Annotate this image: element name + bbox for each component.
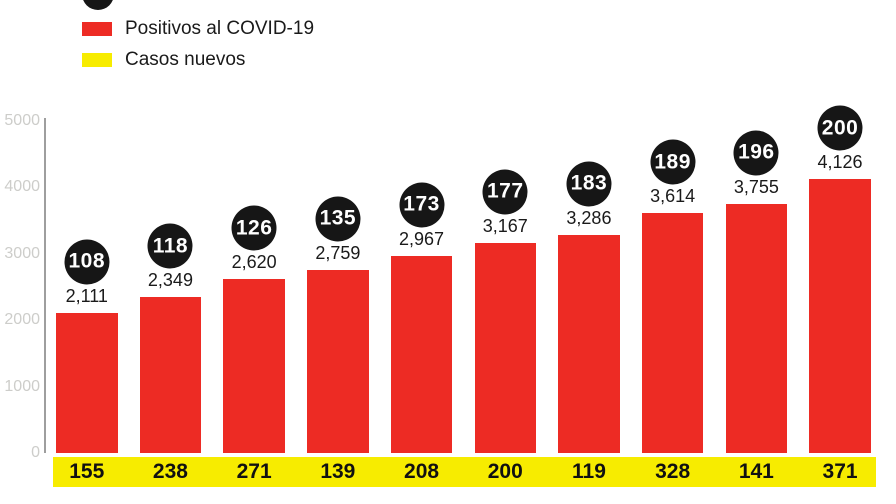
deaths-badge-3: 126 <box>231 205 277 251</box>
deaths-badge-4: 135 <box>315 196 361 242</box>
deaths-badge-7: 183 <box>566 161 612 207</box>
legend-item-positives: Positivos al COVID-19 <box>82 18 314 39</box>
positives-bar-5 <box>390 255 453 453</box>
positives-bar-4 <box>307 269 369 453</box>
positives-value-label-5: 2,967 <box>399 228 445 249</box>
new-cases-value-8: 328 <box>655 460 691 483</box>
deaths-badge-9: 196 <box>733 130 779 176</box>
positives-value-label-6: 3,167 <box>482 215 528 236</box>
positives-legend-swatch-icon <box>82 21 112 36</box>
positives-bar-3 <box>223 279 285 453</box>
positives-value-label-7: 3,286 <box>566 207 612 228</box>
deaths-badge-1: 108 <box>64 239 110 285</box>
positives-value-label-8: 3,614 <box>650 186 696 207</box>
new-cases-value-10: 371 <box>822 460 858 483</box>
positives-bar-7 <box>558 234 620 453</box>
deaths-badge-5: 173 <box>399 182 445 228</box>
positives-value-label-9: 3,755 <box>733 176 779 197</box>
positives-bar-9 <box>725 203 788 453</box>
y-axis-tick-1000: 1000 <box>4 377 40 395</box>
positives-value-label-2: 2,349 <box>147 270 193 291</box>
positives-value-label-3: 2,620 <box>231 252 277 273</box>
legend-item-new-cases: Casos nuevos <box>82 49 245 70</box>
positives-bar-10 <box>809 179 871 453</box>
new-cases-value-4: 139 <box>320 460 356 483</box>
y-axis-tick-4000: 4000 <box>4 178 40 196</box>
new-cases-value-9: 141 <box>738 460 774 483</box>
y-axis-tick-2000: 2000 <box>4 311 40 329</box>
positives-value-label-10: 4,126 <box>817 152 863 173</box>
positives-value-label-4: 2,759 <box>315 242 361 263</box>
new-cases-band <box>53 457 876 487</box>
legend-label-new-cases: Casos nuevos <box>125 48 246 70</box>
positives-value-label-1: 2,111 <box>65 285 108 306</box>
positives-bar-1 <box>56 312 118 453</box>
y-axis-tick-5000: 5000 <box>4 112 40 129</box>
y-axis-tick-3000: 3000 <box>4 244 40 262</box>
deaths-legend-circle-icon <box>82 0 114 10</box>
new-cases-legend-swatch-icon <box>82 52 112 67</box>
legend-label-deaths: Total de fallecidos <box>125 0 276 5</box>
positives-bar-2 <box>139 297 202 453</box>
legend-label-positives: Positivos al COVID-19 <box>125 17 315 39</box>
y-axis-tick-0: 0 <box>31 444 40 461</box>
positives-bar-6 <box>474 242 536 453</box>
new-cases-value-7: 119 <box>571 460 606 483</box>
new-cases-value-3: 271 <box>236 460 272 483</box>
new-cases-value-1: 155 <box>69 460 105 483</box>
new-cases-value-6: 200 <box>487 460 523 483</box>
deaths-badge-6: 177 <box>482 169 528 215</box>
positives-bar-8 <box>641 213 704 453</box>
deaths-badge-2: 118 <box>147 223 193 269</box>
deaths-badge-8: 189 <box>650 139 696 185</box>
new-cases-value-2: 238 <box>152 460 188 483</box>
y-axis-line <box>44 118 46 453</box>
deaths-badge-10: 200 <box>817 105 863 151</box>
legend-item-deaths: Total de fallecidos <box>82 0 276 10</box>
new-cases-value-5: 208 <box>404 460 440 483</box>
